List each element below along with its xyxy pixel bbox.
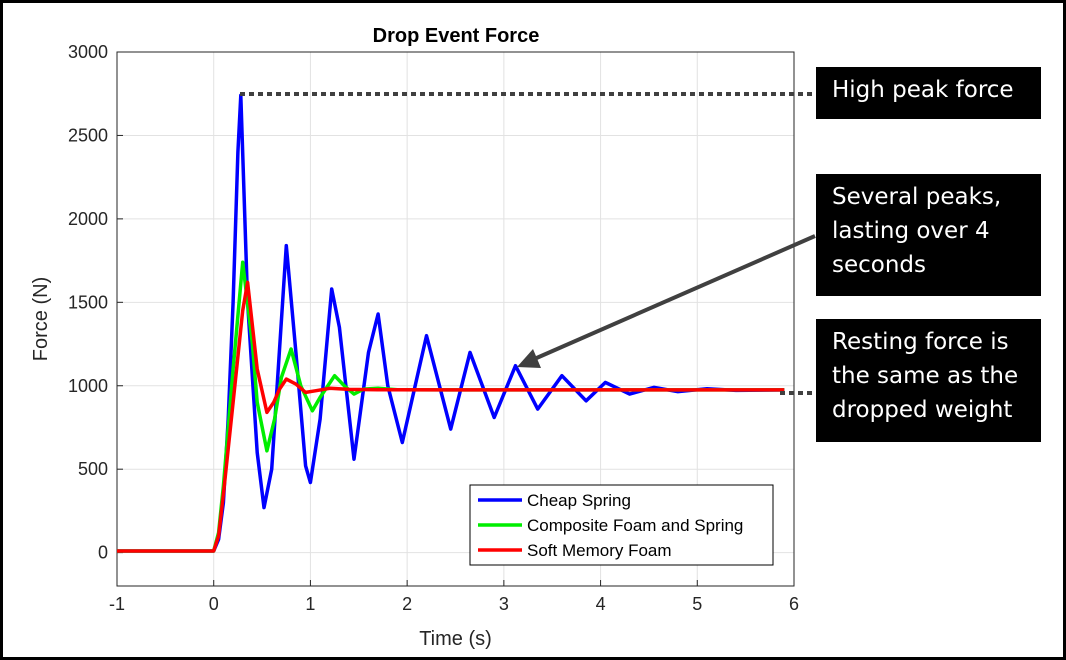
- x-tick-label: -1: [109, 594, 125, 614]
- callout-several-peaks: Several peaks, lasting over 4 seconds: [816, 174, 1041, 296]
- x-tick-label: 2: [402, 594, 412, 614]
- callout-resting-force: Resting force is the same as the dropped…: [816, 319, 1041, 442]
- series-line-2: [117, 280, 785, 553]
- callout-resting-line: Resting force is: [832, 329, 1009, 355]
- legend-label-composite: Composite Foam and Spring: [527, 516, 743, 535]
- x-tick-label: 3: [499, 594, 509, 614]
- annotations: [240, 92, 816, 395]
- callout-high-peak: High peak force: [816, 67, 1041, 119]
- x-tick-label: 5: [692, 594, 702, 614]
- peaks-arrow-head: [517, 349, 541, 368]
- y-tick-label: 500: [78, 459, 108, 479]
- y-axis-label: Force (N): [30, 277, 52, 361]
- callout-several-peaks-line: seconds: [832, 252, 927, 278]
- y-tick-label: 1000: [68, 376, 108, 396]
- callout-resting-line: the same as the: [832, 363, 1019, 389]
- x-tick-label: 4: [596, 594, 606, 614]
- chart-title: Drop Event Force: [373, 25, 540, 47]
- axes-box: [116, 51, 795, 587]
- x-tick-label: 6: [789, 594, 799, 614]
- callout-high-peak-text: High peak force: [832, 77, 1014, 103]
- x-tick-label: 1: [305, 594, 315, 614]
- legend-label-cheap-spring: Cheap Spring: [527, 491, 631, 510]
- x-axis-label: Time (s): [419, 628, 492, 650]
- y-tick-label: 3000: [68, 42, 108, 62]
- y-tick-label: 2500: [68, 125, 108, 145]
- legend: Cheap Spring Composite Foam and Spring S…: [469, 484, 774, 566]
- y-tick-label: 2000: [68, 209, 108, 229]
- callout-several-peaks-line: lasting over 4: [832, 218, 990, 244]
- axes: -1 0 1 2 3 4 5 6 0 500 1000 1500 2000 2500 3000 Time (s…: [30, 42, 799, 650]
- callout-several-peaks-line: Several peaks,: [832, 184, 1002, 210]
- peaks-arrow-shaft: [531, 234, 816, 362]
- y-tick-label: 1500: [68, 292, 108, 312]
- callout-resting-line: dropped weight: [832, 397, 1013, 423]
- x-tick-label: 0: [209, 594, 219, 614]
- y-tick-label: 0: [98, 543, 108, 563]
- series-layer: [117, 93, 785, 553]
- legend-label-memory-foam: Soft Memory Foam: [527, 541, 672, 560]
